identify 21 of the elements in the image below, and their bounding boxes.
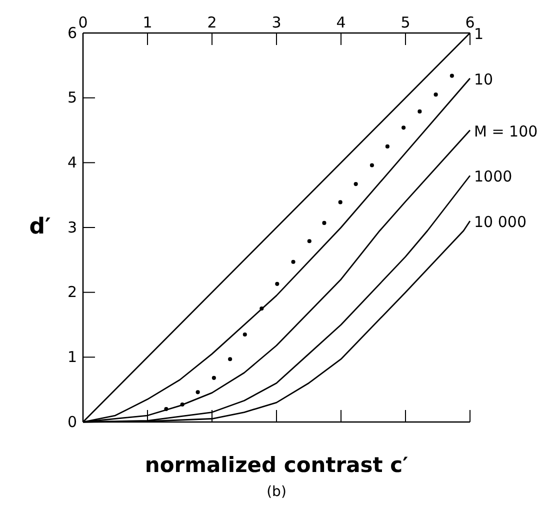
series-label: 10 000 bbox=[474, 213, 526, 232]
y-tick-label: 1 bbox=[67, 348, 77, 366]
x-tick-label: 3 bbox=[272, 14, 282, 32]
x-tick-label: 6 bbox=[465, 14, 475, 32]
y-tick-label: 4 bbox=[67, 153, 77, 172]
x-tick-label: 5 bbox=[400, 14, 410, 32]
y-axis-title: d′ bbox=[29, 214, 51, 240]
x-tick-label: 1 bbox=[142, 14, 152, 32]
series-label: 1000 bbox=[474, 168, 512, 186]
y-tick-label: 0 bbox=[67, 412, 77, 431]
y-tick-label: 2 bbox=[67, 283, 77, 302]
series-label: 1 bbox=[474, 25, 484, 43]
x-tick-label: 2 bbox=[207, 14, 217, 32]
series-label: M = 100 bbox=[474, 122, 538, 140]
text: (b) bbox=[266, 484, 286, 500]
x-tick-label: 4 bbox=[336, 14, 346, 32]
x-tick-label: 0 bbox=[78, 14, 88, 32]
x-axis-title: normalized contrast c′ bbox=[144, 453, 409, 477]
y-tick-label: 5 bbox=[67, 88, 77, 107]
y-tick-label: 3 bbox=[67, 218, 77, 236]
series-label: 10 bbox=[474, 70, 494, 88]
